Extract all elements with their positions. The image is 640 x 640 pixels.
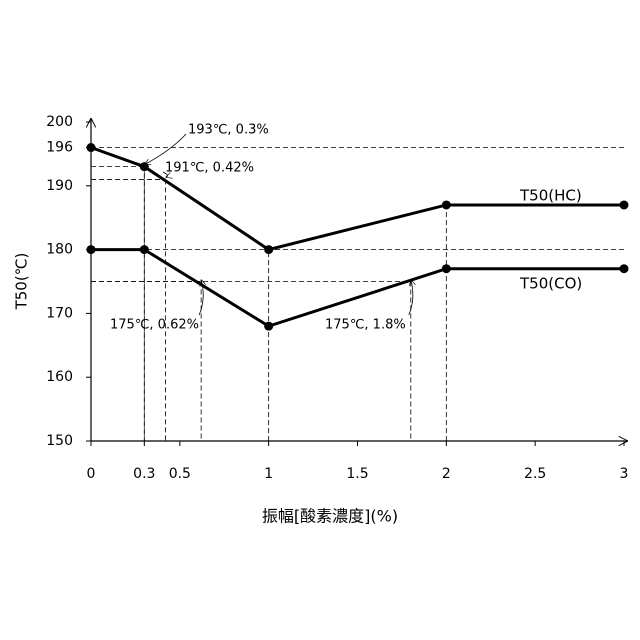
x-tick-label: 2 (442, 466, 451, 482)
y-tick-label: 150 (46, 433, 73, 449)
annotation: 175℃, 1.8% (325, 318, 406, 333)
y-tick-label: 196 (46, 140, 73, 156)
data-point (140, 245, 149, 254)
data-point (620, 264, 629, 273)
series-label: T50(CO) (519, 275, 582, 293)
data-point (620, 200, 629, 209)
x-tick-label: 0 (87, 466, 96, 482)
series-label: T50(HC) (519, 187, 582, 205)
y-tick-label: 190 (46, 178, 73, 194)
data-point (442, 200, 451, 209)
data-point (264, 245, 273, 254)
x-axis-label: 振幅[酸素濃度](%) (262, 507, 398, 526)
data-point (264, 322, 273, 331)
data-point (140, 162, 149, 171)
data-point (87, 245, 96, 254)
y-tick-label: 200 (46, 114, 73, 130)
x-tick-label: 3 (620, 466, 629, 482)
x-tick-label: 0.5 (169, 466, 191, 482)
data-point (442, 264, 451, 273)
data-point (87, 143, 96, 152)
y-tick-label: 160 (46, 369, 73, 385)
annotation: 175℃, 0.62% (110, 318, 199, 333)
annotation: 191℃, 0.42% (165, 161, 254, 176)
x-tick-label: 0.3 (133, 466, 155, 482)
x-tick-label: 2.5 (524, 466, 546, 482)
x-tick-label: 1 (264, 466, 273, 482)
x-tick-label: 1.5 (346, 466, 368, 482)
y-axis-label: T50(℃) (13, 253, 31, 311)
y-tick-label: 180 (46, 242, 73, 258)
chart: 振幅[酸素濃度](%) T50(℃) 0 0.3 0.5 1 1.5 2 2.5 3 150 16… (0, 0, 640, 640)
annotation: 193℃, 0.3% (188, 123, 269, 138)
y-tick-label: 170 (46, 305, 73, 321)
